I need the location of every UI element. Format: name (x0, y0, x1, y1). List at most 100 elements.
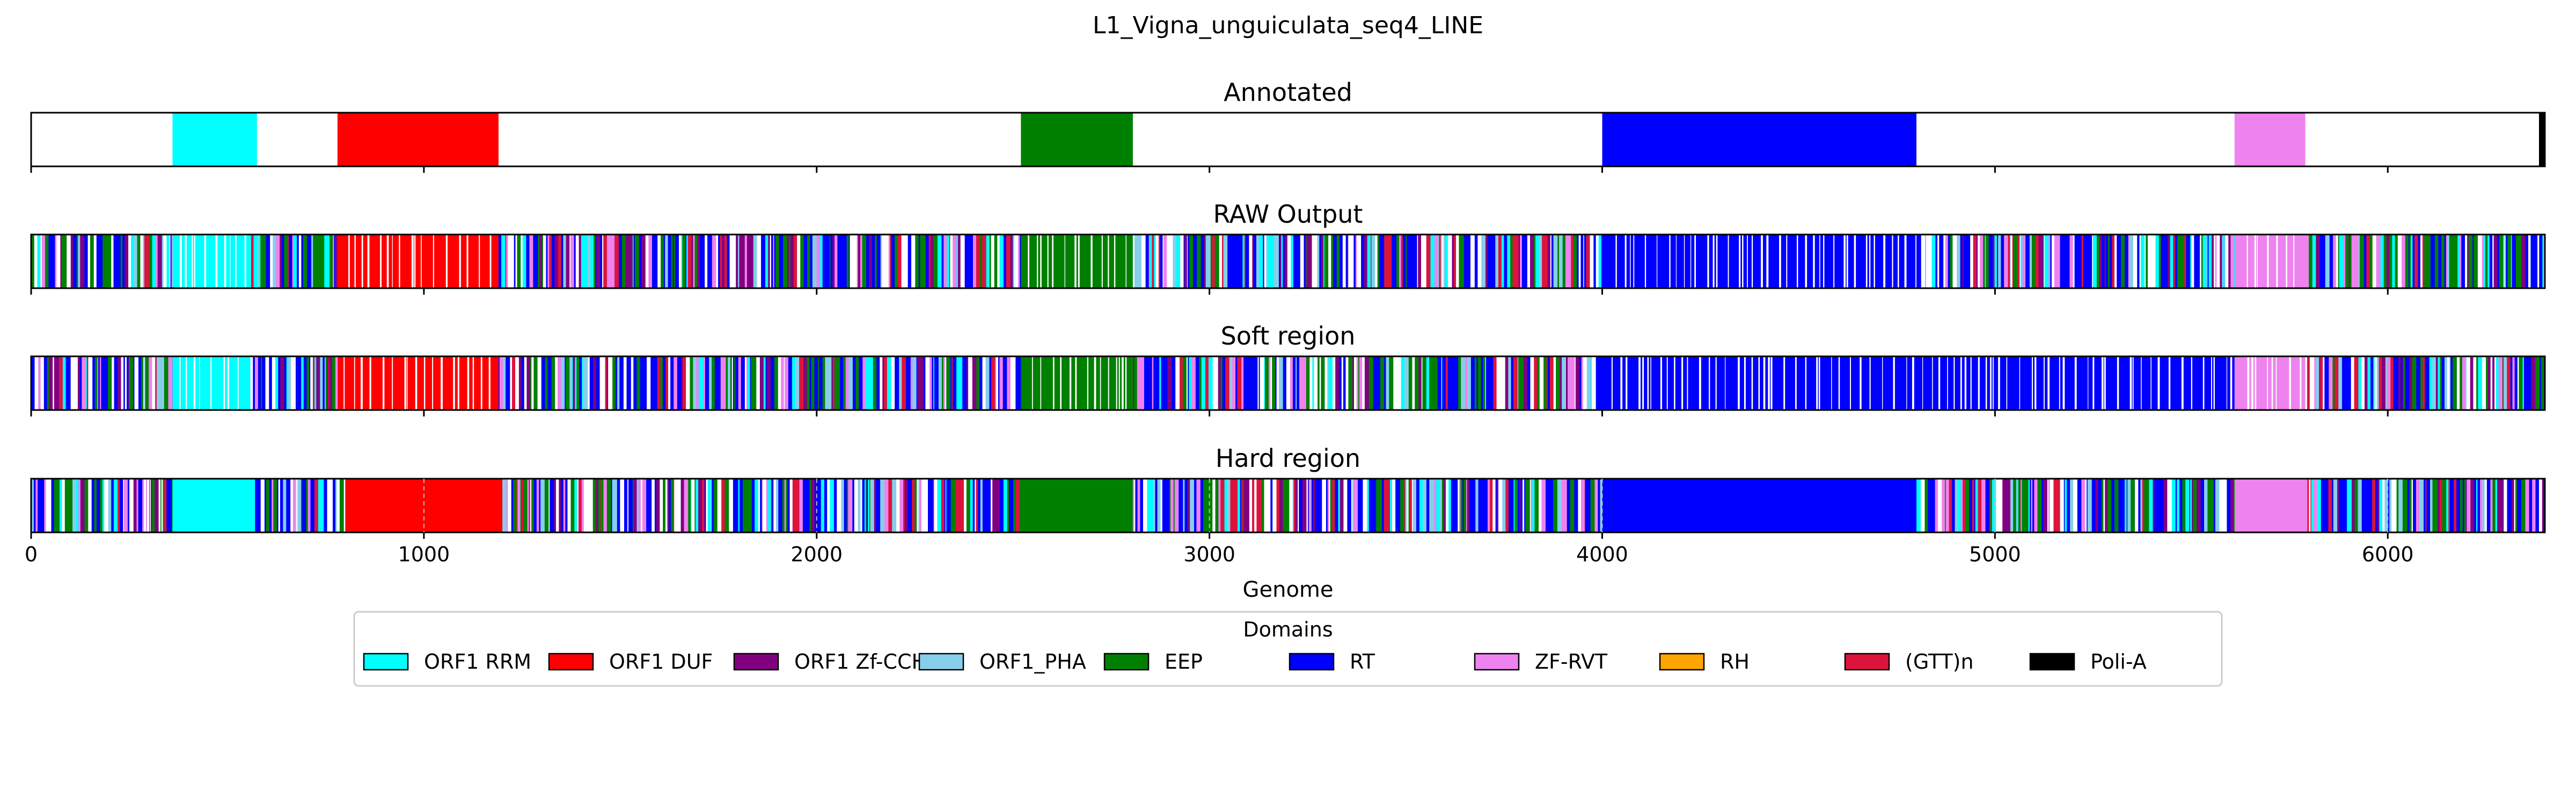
stripe (2492, 479, 2496, 532)
stripe (2441, 356, 2445, 410)
stripe (600, 235, 603, 288)
stripe (52, 235, 55, 288)
stripe (1281, 235, 1283, 288)
gap (2289, 356, 2291, 410)
stripe (125, 235, 129, 288)
stripe (1209, 479, 1213, 532)
stripe (1343, 356, 1346, 410)
stripe (547, 356, 552, 410)
stripe (2328, 479, 2332, 532)
stripe (1153, 356, 1155, 410)
stripe (508, 235, 512, 288)
stripe (259, 479, 261, 532)
gap (1122, 356, 1124, 410)
stripe (275, 356, 279, 410)
stripe (343, 479, 346, 532)
stripe (770, 356, 775, 410)
stripe (1355, 235, 1357, 288)
stripe (1400, 479, 1405, 532)
legend-items: ORF1 RRM ORF1 DUF ORF1 Zf-CCHC ORF1_PHA EEP R… (363, 650, 2147, 674)
stripe (96, 235, 100, 288)
gap (1666, 356, 1668, 410)
stripe (2083, 235, 2086, 288)
stripe (2008, 235, 2010, 288)
legend-swatch (1103, 653, 1150, 671)
stripe (566, 235, 570, 288)
stripe (1512, 235, 1517, 288)
stripe (1411, 479, 1414, 532)
stripe (911, 235, 916, 288)
stripe (2155, 235, 2160, 288)
region-mixed (2305, 356, 2545, 410)
gap (1883, 235, 1886, 288)
stripe (1197, 235, 1200, 288)
stripe (2470, 479, 2475, 532)
stripe (1212, 479, 1216, 532)
stripe (501, 235, 506, 288)
gap (1047, 235, 1049, 288)
stripe (265, 356, 268, 410)
stripe (2173, 235, 2176, 288)
stripe (1155, 235, 1159, 288)
stripe (986, 235, 990, 288)
stripe (1590, 479, 1596, 532)
stripe (517, 235, 521, 288)
panel-title: Annotated (1224, 78, 1352, 107)
stripe (2074, 235, 2079, 288)
stripe (298, 235, 302, 288)
stripe (1490, 235, 1492, 288)
stripe (2309, 235, 2313, 288)
stripe (873, 356, 877, 410)
stripe (2121, 235, 2125, 288)
stripe (1458, 479, 1460, 532)
stripe (2507, 356, 2511, 410)
stripe (903, 235, 905, 288)
stripe (925, 356, 930, 410)
stripe (2206, 235, 2208, 288)
stripe (1204, 235, 1206, 288)
stripe (594, 235, 596, 288)
stripe (2370, 356, 2374, 410)
stripe (1227, 235, 1231, 288)
stripe (150, 479, 151, 532)
gap (1615, 235, 1617, 288)
stripe (2398, 356, 2401, 410)
stripe (711, 235, 713, 288)
stripe (1280, 235, 1282, 288)
legend-swatch (1289, 653, 1335, 671)
stripe (1945, 235, 1949, 288)
stripe (2458, 479, 2461, 532)
stripe (1463, 479, 1466, 532)
stripe (654, 479, 657, 532)
stripe (2147, 479, 2149, 532)
stripe (2523, 356, 2527, 410)
stripe (1560, 356, 1562, 410)
stripe (669, 479, 671, 532)
stripe (1550, 235, 1552, 288)
stripe (1229, 356, 1233, 410)
stripe (623, 356, 627, 410)
stripe (1568, 235, 1571, 288)
stripe (705, 356, 709, 410)
stripe (1445, 356, 1448, 410)
stripe (590, 235, 594, 288)
stripe (595, 235, 597, 288)
stripe (1264, 235, 1267, 288)
stripe (872, 235, 875, 288)
stripe (2202, 235, 2207, 288)
stripe (99, 235, 103, 288)
stripe (2041, 479, 2044, 532)
stripe (934, 479, 936, 532)
panel-frame (30, 112, 2546, 167)
stripe (2114, 479, 2119, 532)
stripe (2402, 479, 2406, 532)
stripe (995, 356, 997, 410)
legend-item: ORF1 RRM (363, 650, 531, 674)
stripe (1233, 479, 1238, 532)
panel-frame (30, 233, 2546, 289)
stripe (2491, 235, 2493, 288)
stripe (2465, 235, 2468, 288)
stripe (2170, 235, 2172, 288)
stripe (811, 356, 815, 410)
stripe (549, 235, 552, 288)
